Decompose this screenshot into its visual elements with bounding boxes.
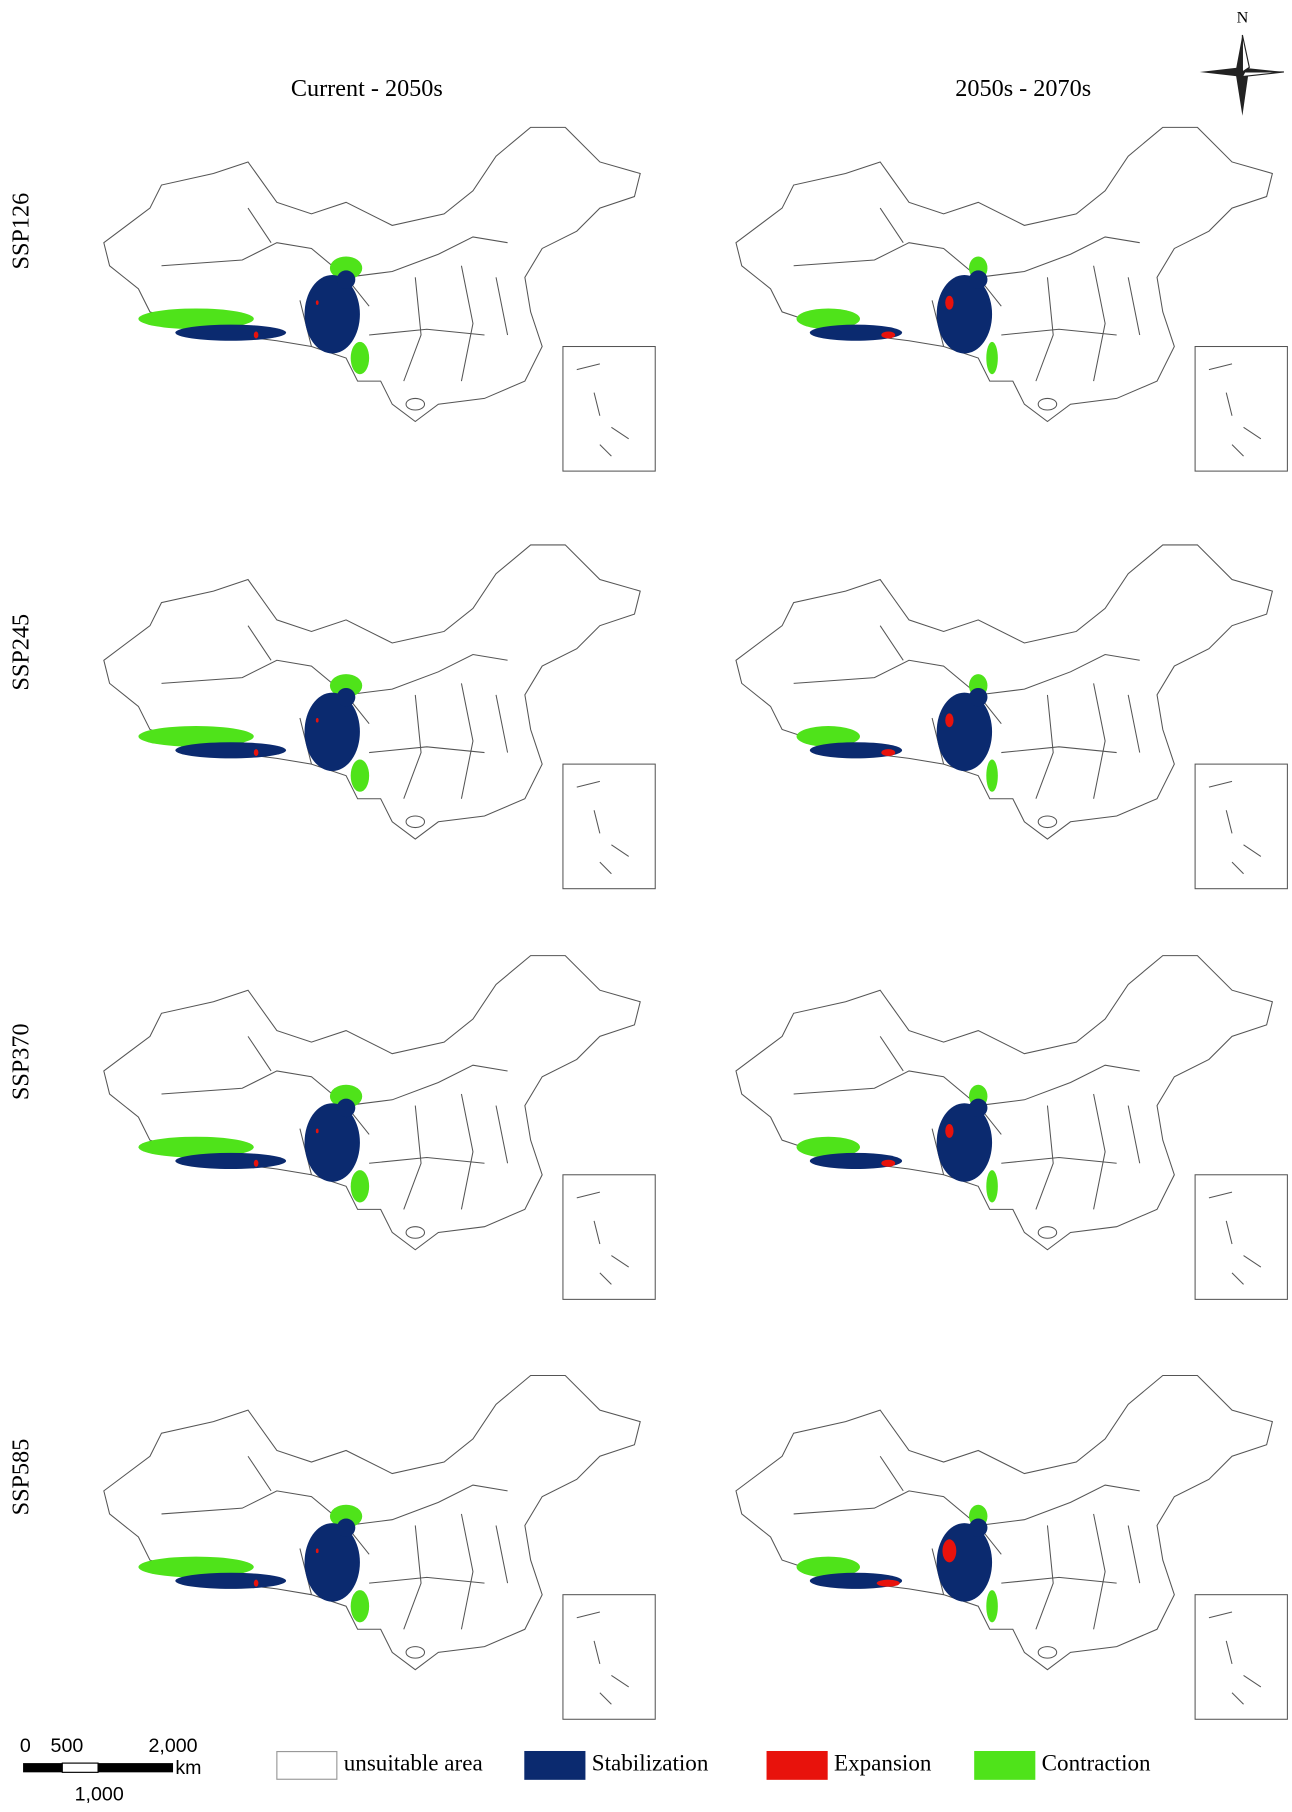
- stabilization-area: [337, 270, 355, 288]
- expansion-area: [254, 332, 259, 339]
- column-title: 2050s - 2070s: [955, 75, 1091, 102]
- scale-label: 1,000: [75, 1784, 124, 1806]
- row-label: SSP126: [8, 193, 35, 270]
- china-outline: [104, 1376, 655, 1720]
- compass: [1200, 35, 1284, 116]
- contraction-area: [351, 759, 369, 791]
- stabilization-area: [969, 1519, 987, 1537]
- china-outline: [104, 127, 655, 471]
- china-outline: [736, 1376, 1287, 1720]
- expansion-area: [877, 1580, 900, 1587]
- stabilization-area: [969, 270, 987, 288]
- expansion-area: [316, 1549, 319, 1554]
- contraction-area: [986, 342, 998, 374]
- map-panel: [104, 1376, 655, 1720]
- map-panel: [736, 127, 1287, 471]
- scale-bar: [23, 1763, 173, 1772]
- expansion-area: [316, 1129, 319, 1134]
- contraction-area: [986, 759, 998, 791]
- stabilization-area: [337, 1099, 355, 1117]
- legend-swatch: [277, 1752, 337, 1780]
- figure: N 0 500 2,000 km 1,000 unsuitable area St…: [0, 0, 1292, 1812]
- legend-label: Contraction: [1042, 1750, 1151, 1776]
- contraction-area: [986, 1170, 998, 1202]
- china-outline: [104, 956, 655, 1300]
- stabilization-area: [175, 1153, 286, 1169]
- china-outline: [736, 127, 1287, 471]
- expansion-area: [316, 300, 319, 305]
- stabilization-area: [175, 325, 286, 341]
- compass-label: N: [1237, 10, 1249, 27]
- contraction-area: [351, 342, 369, 374]
- contraction-area: [986, 1590, 998, 1622]
- column-title: Current - 2050s: [291, 75, 443, 102]
- expansion-area: [254, 1160, 259, 1167]
- contraction-area: [351, 1170, 369, 1202]
- expansion-area: [316, 718, 319, 723]
- scale-unit: km: [175, 1757, 201, 1779]
- expansion-area: [945, 296, 953, 310]
- stabilization-area: [969, 688, 987, 706]
- map-panel: [736, 545, 1287, 889]
- expansion-area: [881, 749, 895, 756]
- map-panel: [104, 956, 655, 1300]
- china-outline: [104, 545, 655, 889]
- legend-label: Expansion: [834, 1750, 932, 1776]
- stabilization-area: [337, 688, 355, 706]
- row-label: SSP245: [8, 614, 35, 691]
- legend-swatch: [975, 1752, 1035, 1780]
- expansion-area: [254, 749, 259, 756]
- china-outline: [736, 956, 1287, 1300]
- expansion-area: [942, 1539, 956, 1562]
- stabilization-area: [175, 1573, 286, 1589]
- legend-label: Stabilization: [592, 1750, 709, 1776]
- stabilization-area: [969, 1099, 987, 1117]
- map-panel: [736, 956, 1287, 1300]
- stabilization-area: [337, 1519, 355, 1537]
- scale-label: 2,000: [148, 1735, 197, 1757]
- china-outline: [736, 545, 1287, 889]
- expansion-area: [881, 332, 895, 339]
- stabilization-area: [175, 742, 286, 758]
- legend-label: unsuitable area: [344, 1750, 483, 1776]
- expansion-area: [254, 1580, 259, 1587]
- scale-label: 500: [51, 1735, 84, 1757]
- map-panel: [736, 1376, 1287, 1720]
- map-panel: [104, 545, 655, 889]
- row-label: SSP585: [8, 1439, 35, 1516]
- contraction-area: [351, 1590, 369, 1622]
- expansion-area: [945, 1124, 953, 1138]
- scale-label: 0: [20, 1735, 31, 1757]
- map-panel: [104, 127, 655, 471]
- expansion-area: [881, 1160, 895, 1167]
- legend-swatch: [767, 1752, 827, 1780]
- row-label: SSP370: [8, 1023, 35, 1100]
- expansion-area: [945, 713, 953, 727]
- legend-swatch: [525, 1752, 585, 1780]
